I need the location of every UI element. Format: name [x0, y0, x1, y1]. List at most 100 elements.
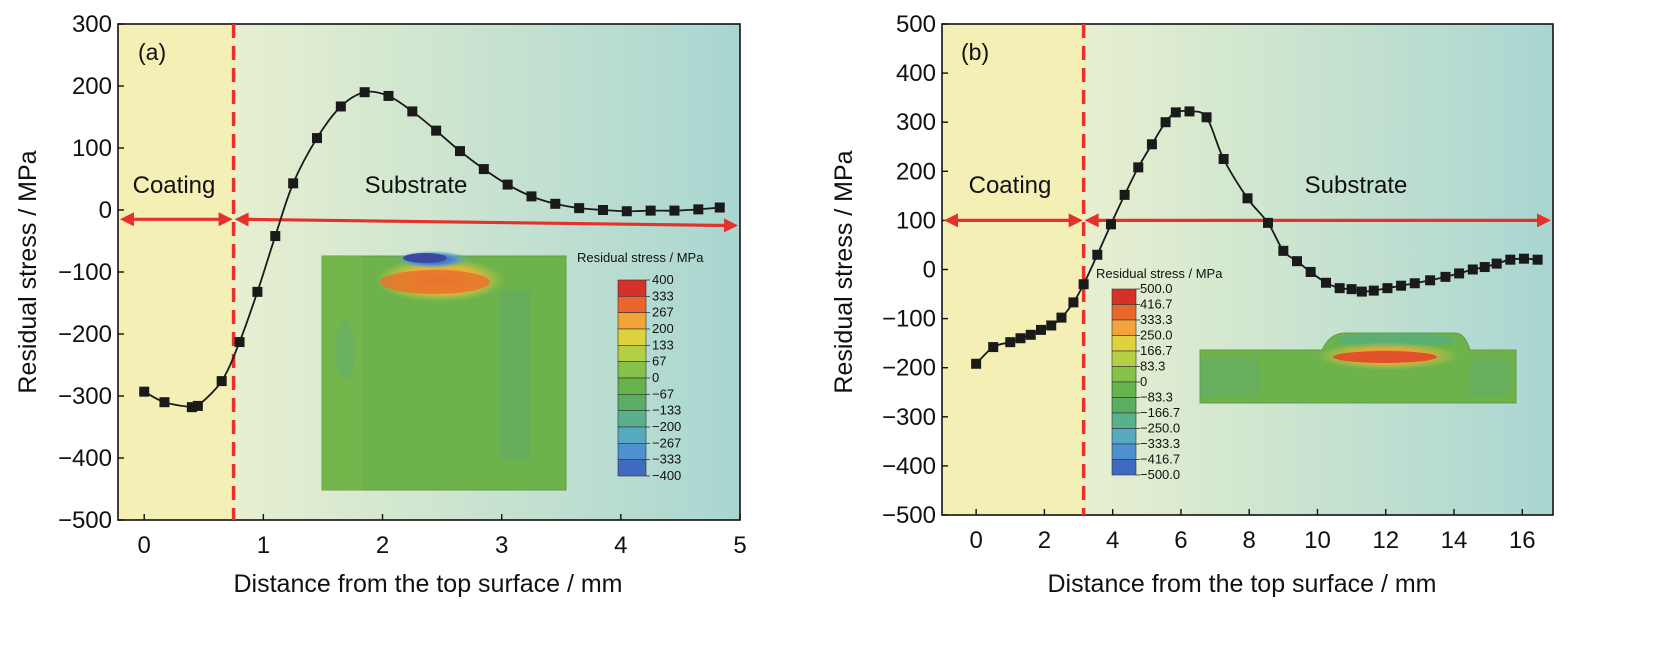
- data-point: [550, 198, 561, 209]
- x-tick-label: 12: [1372, 527, 1399, 554]
- y-tick-label: −400: [58, 445, 112, 472]
- data-point: [1356, 286, 1367, 297]
- colorbar-cell: [1111, 443, 1137, 460]
- data-point: [359, 87, 370, 98]
- colorbar-label: 83.3: [1140, 359, 1165, 374]
- panel-b-inset-contour: [1199, 332, 1517, 404]
- data-point: [192, 400, 203, 411]
- data-point: [454, 146, 465, 157]
- colorbar-cell: [1111, 350, 1137, 367]
- colorbar-cell: [1111, 304, 1137, 321]
- colorbar-label: 200: [652, 321, 674, 336]
- colorbar-cell: [1111, 459, 1137, 476]
- data-point: [1025, 329, 1036, 340]
- colorbar-label: 0: [1140, 374, 1147, 389]
- data-point: [252, 286, 263, 297]
- colorbar-cell: [617, 312, 647, 330]
- panel-b-coating-label: Coating: [969, 172, 1052, 199]
- data-point: [431, 125, 442, 136]
- data-point: [502, 179, 513, 190]
- data-point: [288, 178, 299, 189]
- data-point: [1278, 245, 1289, 256]
- substrate-arrow: [244, 217, 729, 228]
- colorbar-cell: [1111, 319, 1137, 336]
- colorbar-cell: [1111, 428, 1137, 445]
- coating-arrow-head-end: [218, 212, 233, 227]
- data-point: [1518, 253, 1529, 264]
- colorbar-cell: [617, 443, 647, 460]
- panel-a-ylabel: Residual stress / MPa: [14, 150, 42, 393]
- data-point: [1184, 106, 1195, 117]
- data-point: [407, 106, 418, 117]
- data-point: [1291, 256, 1302, 267]
- data-point: [669, 205, 680, 216]
- colorbar-label: −333: [652, 452, 681, 467]
- colorbar-label: 267: [652, 305, 674, 320]
- x-tick-label: 0: [969, 527, 982, 554]
- data-point: [1046, 320, 1057, 331]
- data-point: [1467, 264, 1478, 275]
- panel-b-series: [971, 106, 1543, 369]
- x-tick-label: 2: [1038, 527, 1051, 554]
- colorbar-cell: [617, 328, 647, 346]
- x-tick-label: 6: [1174, 527, 1187, 554]
- y-tick-label: 500: [896, 11, 936, 38]
- panel-a-substrate-label: Substrate: [365, 172, 468, 199]
- colorbar-label: −166.7: [1140, 405, 1180, 420]
- data-point: [1321, 277, 1332, 288]
- data-point: [645, 205, 656, 216]
- y-tick-label: 200: [896, 158, 936, 185]
- data-point: [1119, 189, 1130, 200]
- data-point: [478, 164, 489, 175]
- data-point: [1334, 283, 1345, 294]
- colorbar-label: 250.0: [1140, 328, 1173, 343]
- colorbar-label: 400: [652, 272, 674, 287]
- y-tick-label: 0: [923, 257, 936, 284]
- panel-a-coating-label: Coating: [133, 172, 216, 199]
- coating-region: [118, 24, 234, 520]
- y-tick-label: −100: [58, 259, 112, 286]
- data-point: [1396, 280, 1407, 291]
- data-point: [1218, 154, 1229, 165]
- x-tick-label: 14: [1441, 527, 1468, 554]
- colorbar-label: 333: [652, 288, 674, 303]
- data-point: [574, 203, 585, 214]
- panel-b-xlabel: Distance from the top surface / mm: [1047, 570, 1436, 598]
- panel-a: 0 1 2 3 4 5 300 200 100 0 −100 −200 −300 −400 −500: [58, 11, 747, 559]
- data-point: [186, 402, 197, 413]
- panel-a-inset-contour: [321, 250, 567, 491]
- y-tick-label: −200: [58, 321, 112, 348]
- data-point: [1454, 268, 1465, 279]
- x-tick-label: 16: [1509, 527, 1536, 554]
- colorbar-label: −67: [652, 386, 674, 401]
- y-tick-label: 300: [896, 109, 936, 136]
- data-point: [1532, 254, 1543, 265]
- x-tick-label: 1: [257, 532, 270, 559]
- data-point: [216, 376, 227, 387]
- y-tick-label: −300: [882, 404, 936, 431]
- data-point: [714, 202, 725, 213]
- x-tick-label: 4: [1106, 527, 1119, 554]
- data-point: [693, 204, 704, 215]
- coating-arrow-head-end: [1068, 213, 1083, 228]
- data-point: [270, 231, 281, 242]
- data-point: [988, 342, 999, 353]
- data-point: [1160, 117, 1171, 128]
- panel-b-inset-title: Residual stress / MPa: [1096, 266, 1223, 281]
- substrate-arrow-head-end: [723, 218, 738, 233]
- panel-a-series: [139, 87, 725, 413]
- panel-a-inset-title: Residual stress / MPa: [577, 250, 704, 265]
- panel-a-axes: [117, 23, 741, 521]
- data-point: [1425, 275, 1436, 286]
- data-point: [234, 337, 245, 348]
- data-point: [621, 206, 632, 217]
- y-tick-label: −200: [882, 355, 936, 382]
- colorbar-cell: [617, 459, 647, 477]
- panel-a-xlabel: Distance from the top surface / mm: [233, 570, 622, 598]
- data-point: [1409, 278, 1420, 289]
- colorbar-label: −500.0: [1140, 467, 1180, 482]
- panel-b-label: (b): [961, 39, 989, 65]
- data-point: [526, 191, 537, 202]
- coating-region: [942, 24, 1084, 515]
- data-point: [1105, 219, 1116, 230]
